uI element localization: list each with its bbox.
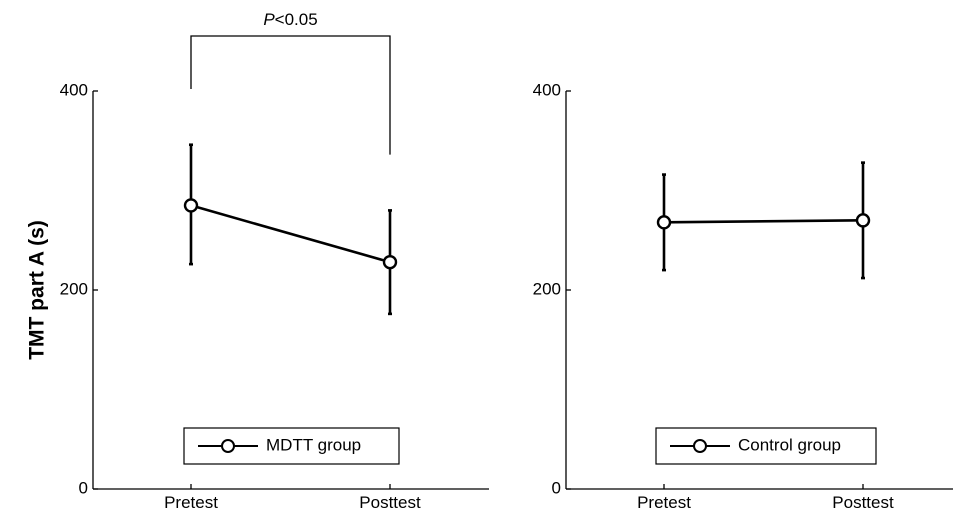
significance-bracket xyxy=(190,35,391,155)
data-point-marker xyxy=(855,213,871,228)
x-tick-label: Pretest xyxy=(637,493,691,512)
y-axis-label: TMT part A (s) xyxy=(26,220,49,360)
y-tick-label: 400 xyxy=(60,80,88,99)
y-tick-label: 200 xyxy=(60,279,88,298)
legend-marker-icon xyxy=(693,439,707,453)
p-value: <0.05 xyxy=(275,10,318,29)
series-line xyxy=(190,204,391,264)
y-tick-label: 400 xyxy=(533,80,561,99)
data-point-marker xyxy=(382,254,398,270)
chart-panel-mdtt: 0 200 400 Pretest Posttest MDTT group P<0.05 xyxy=(60,10,489,512)
legend-label: Control group xyxy=(738,435,841,454)
p-symbol: P xyxy=(263,10,275,29)
significance-label: P<0.05 xyxy=(263,10,317,29)
legend-label: MDTT group xyxy=(266,435,361,454)
x-tick-label: Posttest xyxy=(359,493,421,512)
x-tick-label: Pretest xyxy=(164,493,218,512)
chart-panel-control: 0 200 400 Pretest Posttest Control group xyxy=(533,80,953,512)
y-tick-label: 0 xyxy=(552,478,561,497)
data-point-marker xyxy=(656,215,672,230)
data-point-marker xyxy=(183,198,199,213)
y-axis-label-group: TMT part A (s) xyxy=(26,220,49,360)
legend-marker-icon xyxy=(221,439,235,453)
y-tick-label: 200 xyxy=(533,279,561,298)
y-tick-label: 0 xyxy=(79,478,88,497)
x-tick-label: Posttest xyxy=(832,493,894,512)
series-line xyxy=(663,219,864,224)
